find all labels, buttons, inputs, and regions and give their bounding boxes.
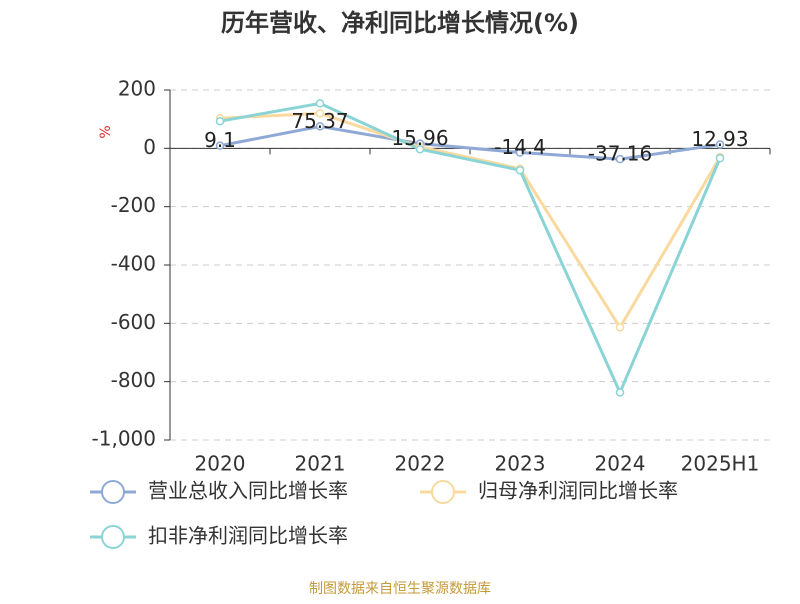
series-line	[219, 124, 721, 161]
y-tick-label: -600	[111, 310, 156, 334]
data-point	[315, 122, 325, 131]
data-point	[615, 388, 625, 397]
data-label: 9.1	[204, 128, 236, 152]
y-axis-label: %	[98, 125, 114, 138]
y-tick-label: -200	[111, 193, 156, 217]
x-tick-label: 2024	[595, 452, 646, 476]
data-point	[715, 154, 725, 163]
x-tick-label: 2021	[295, 452, 346, 476]
x-tick-label: 2022	[395, 452, 446, 476]
source-note: 制图数据来自恒生聚源数据库	[309, 581, 491, 597]
data-label: -37.16	[588, 142, 652, 166]
legend-label: 扣非净利润同比增长率	[148, 524, 348, 548]
data-point	[615, 154, 625, 164]
series-line	[219, 111, 722, 331]
chart-title: 历年营收、净利同比增长情况(%)	[221, 9, 579, 37]
data-label: 12.93	[691, 127, 748, 151]
data-point	[315, 109, 325, 118]
y-tick-label: -400	[111, 252, 156, 276]
data-point	[315, 99, 325, 108]
legend-label: 归母净利润同比增长率	[478, 479, 678, 503]
series-line	[219, 101, 722, 397]
legend-label: 营业总收入同比增长率	[148, 479, 348, 503]
data-label: 15.96	[391, 126, 448, 150]
data-label: 75.37	[291, 109, 348, 133]
legend-marker	[431, 480, 455, 504]
data-point	[515, 165, 525, 175]
y-tick-label: 0	[143, 135, 156, 159]
data-label: -14.4	[494, 135, 546, 159]
data-point	[215, 141, 225, 150]
y-tick-label: -800	[111, 368, 156, 392]
y-tick-label: -1,000	[92, 427, 156, 451]
data-point	[615, 323, 625, 332]
data-point	[715, 140, 725, 149]
data-point	[415, 144, 425, 154]
x-tick-label: 2025H1	[681, 452, 760, 476]
x-tick-label: 2023	[495, 452, 546, 476]
data-point	[215, 116, 225, 126]
legend-marker	[101, 480, 125, 504]
legend-marker	[101, 525, 125, 549]
data-point	[515, 148, 525, 157]
y-tick-label: 200	[118, 77, 156, 101]
x-tick-label: 2020	[195, 452, 246, 476]
